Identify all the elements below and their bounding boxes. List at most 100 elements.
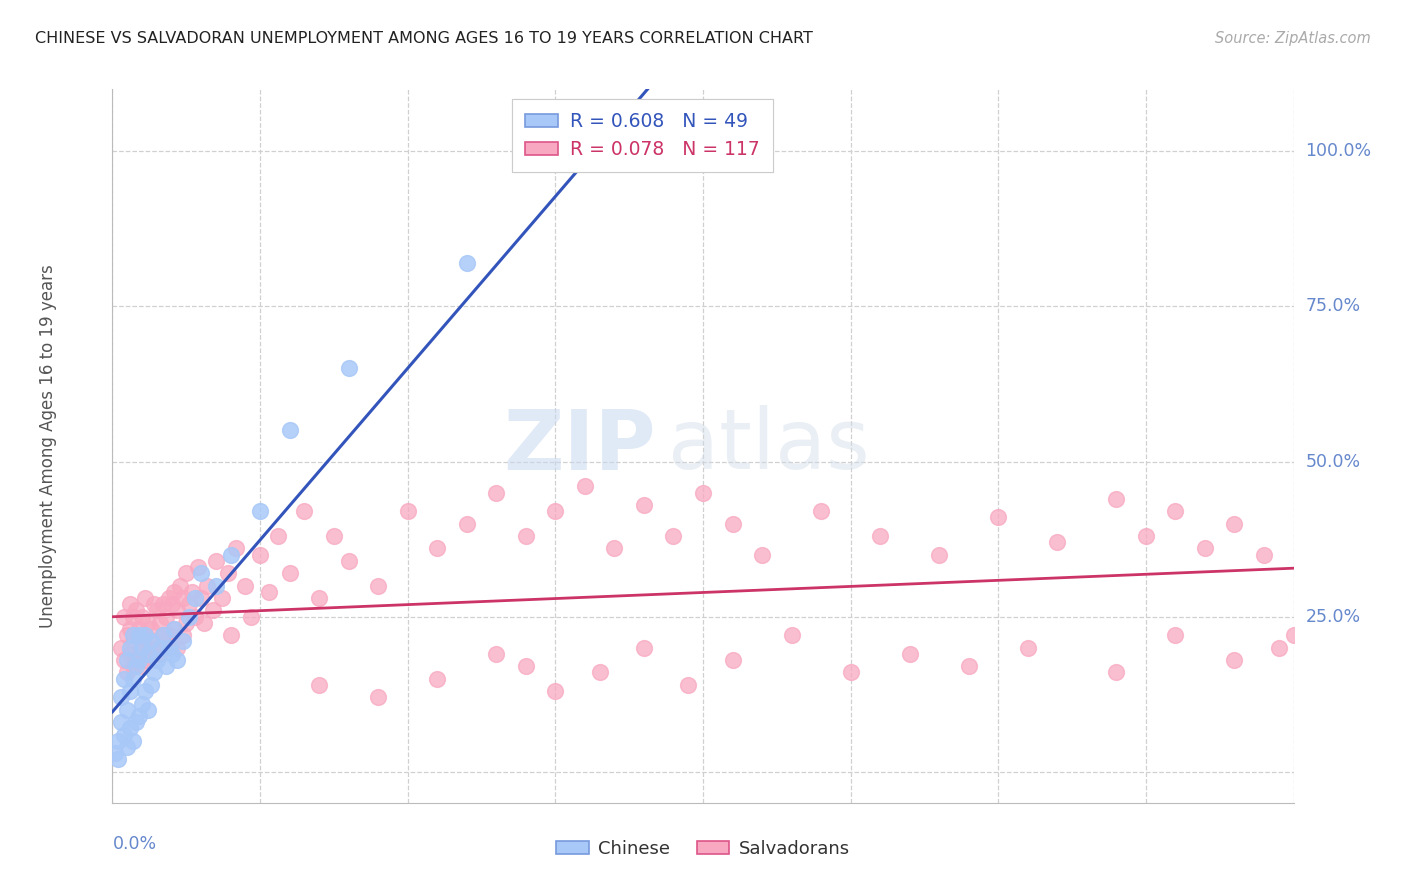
Point: [1223, 653, 1246, 667]
Point: [131, 609, 153, 624]
Point: [146, 640, 169, 655]
Point: [456, 256, 478, 270]
Point: [125, 659, 148, 673]
Point: [157, 628, 180, 642]
Point: [172, 634, 194, 648]
Point: [139, 634, 162, 648]
Point: [155, 609, 177, 624]
Point: [426, 672, 449, 686]
Point: [117, 665, 138, 680]
Point: [136, 647, 159, 661]
Point: [184, 591, 207, 605]
Point: [1105, 665, 1128, 680]
Point: [323, 529, 346, 543]
Point: [172, 591, 194, 605]
Point: [225, 541, 247, 556]
Point: [110, 640, 132, 655]
Point: [117, 739, 138, 754]
Point: [1164, 628, 1187, 642]
Point: [205, 579, 228, 593]
Point: [160, 647, 183, 661]
Point: [139, 678, 162, 692]
Point: [751, 548, 773, 562]
Point: [149, 647, 172, 661]
Point: [104, 746, 127, 760]
Point: [163, 584, 186, 599]
Point: [987, 510, 1010, 524]
Point: [120, 722, 142, 736]
Point: [146, 603, 169, 617]
Point: [157, 591, 180, 605]
Point: [139, 622, 162, 636]
Point: [603, 541, 626, 556]
Point: [201, 603, 224, 617]
Point: [146, 653, 169, 667]
Point: [131, 640, 153, 655]
Point: [219, 628, 242, 642]
Point: [134, 628, 156, 642]
Point: [125, 653, 148, 667]
Point: [131, 697, 153, 711]
Point: [928, 548, 950, 562]
Point: [193, 615, 215, 630]
Point: [426, 541, 449, 556]
Point: [1135, 529, 1157, 543]
Point: [166, 603, 188, 617]
Point: [195, 579, 218, 593]
Point: [122, 733, 145, 747]
Point: [633, 498, 655, 512]
Point: [174, 566, 197, 581]
Point: [149, 640, 172, 655]
Point: [337, 554, 360, 568]
Point: [267, 529, 290, 543]
Point: [120, 597, 142, 611]
Point: [1268, 640, 1291, 655]
Point: [142, 665, 165, 680]
Point: [249, 548, 271, 562]
Point: [163, 622, 186, 636]
Point: [233, 579, 256, 593]
Point: [166, 640, 188, 655]
Point: [112, 672, 135, 686]
Point: [662, 529, 685, 543]
Point: [211, 591, 233, 605]
Point: [174, 615, 197, 630]
Point: [898, 647, 921, 661]
Point: [219, 548, 242, 562]
Point: [136, 640, 159, 655]
Point: [134, 684, 156, 698]
Point: [120, 640, 142, 655]
Point: [456, 516, 478, 531]
Point: [142, 597, 165, 611]
Point: [110, 715, 132, 730]
Point: [136, 703, 159, 717]
Point: [190, 566, 212, 581]
Point: [179, 597, 201, 611]
Point: [257, 584, 280, 599]
Point: [721, 516, 744, 531]
Legend: Chinese, Salvadorans: Chinese, Salvadorans: [550, 833, 856, 865]
Point: [190, 591, 212, 605]
Point: [134, 653, 156, 667]
Point: [278, 424, 301, 438]
Point: [1194, 541, 1216, 556]
Point: [152, 628, 174, 642]
Text: Source: ZipAtlas.com: Source: ZipAtlas.com: [1215, 31, 1371, 46]
Point: [810, 504, 832, 518]
Point: [367, 579, 389, 593]
Point: [157, 640, 180, 655]
Point: [110, 690, 132, 705]
Point: [662, 145, 685, 159]
Point: [112, 609, 135, 624]
Point: [128, 709, 150, 723]
Point: [337, 361, 360, 376]
Point: [588, 665, 610, 680]
Point: [1164, 504, 1187, 518]
Text: ZIP: ZIP: [503, 406, 655, 486]
Point: [633, 640, 655, 655]
Point: [117, 628, 138, 642]
Point: [134, 591, 156, 605]
Point: [155, 659, 177, 673]
Point: [139, 647, 162, 661]
Point: [155, 640, 177, 655]
